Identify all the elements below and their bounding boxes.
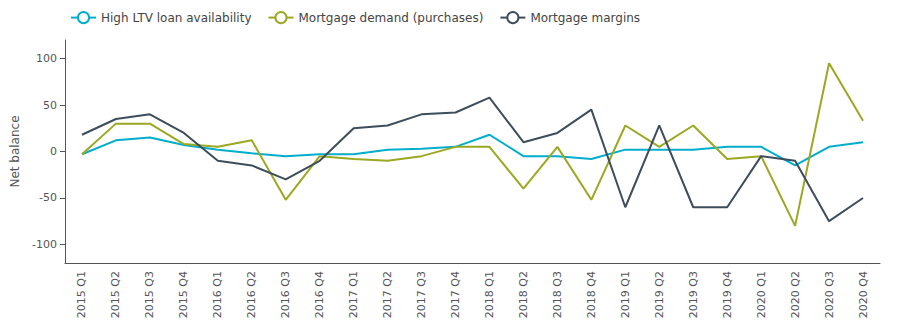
svg-text:50: 50 <box>43 99 57 112</box>
svg-text:2019 Q2: 2019 Q2 <box>653 271 666 318</box>
svg-text:2018 Q1: 2018 Q1 <box>483 271 496 318</box>
svg-text:2016 Q3: 2016 Q3 <box>279 271 292 318</box>
svg-text:2016 Q2: 2016 Q2 <box>245 271 258 318</box>
svg-text:2020 Q1: 2020 Q1 <box>755 271 768 318</box>
svg-text:2016 Q4: 2016 Q4 <box>313 271 326 318</box>
svg-text:2015 Q1: 2015 Q1 <box>75 271 88 318</box>
svg-text:2015 Q4: 2015 Q4 <box>177 271 190 318</box>
svg-text:2018 Q2: 2018 Q2 <box>517 271 530 318</box>
svg-text:2017 Q1: 2017 Q1 <box>347 271 360 318</box>
svg-text:2017 Q3: 2017 Q3 <box>415 271 428 318</box>
svg-text:Net balance: Net balance <box>8 115 22 187</box>
svg-text:2018 Q3: 2018 Q3 <box>551 271 564 318</box>
svg-text:Mortgage margins: Mortgage margins <box>530 11 640 25</box>
svg-text:High LTV loan availability: High LTV loan availability <box>101 11 252 25</box>
svg-text:2020 Q2: 2020 Q2 <box>789 271 802 318</box>
svg-text:2019 Q4: 2019 Q4 <box>721 271 734 318</box>
svg-text:Mortgage demand (purchases): Mortgage demand (purchases) <box>298 11 483 25</box>
svg-text:2017 Q4: 2017 Q4 <box>449 271 462 318</box>
svg-text:2020 Q4: 2020 Q4 <box>857 271 870 318</box>
svg-text:2019 Q3: 2019 Q3 <box>687 271 700 318</box>
svg-text:2015 Q3: 2015 Q3 <box>143 271 156 318</box>
svg-text:100: 100 <box>36 52 57 65</box>
svg-text:-100: -100 <box>32 238 57 251</box>
svg-text:-50: -50 <box>39 191 57 204</box>
svg-text:2016 Q1: 2016 Q1 <box>211 271 224 318</box>
svg-text:2018 Q4: 2018 Q4 <box>585 271 598 318</box>
svg-text:2019 Q1: 2019 Q1 <box>619 271 632 318</box>
svg-text:2020 Q3: 2020 Q3 <box>823 271 836 318</box>
svg-text:2017 Q2: 2017 Q2 <box>381 271 394 318</box>
svg-text:0: 0 <box>50 145 57 158</box>
svg-text:2015 Q2: 2015 Q2 <box>109 271 122 318</box>
